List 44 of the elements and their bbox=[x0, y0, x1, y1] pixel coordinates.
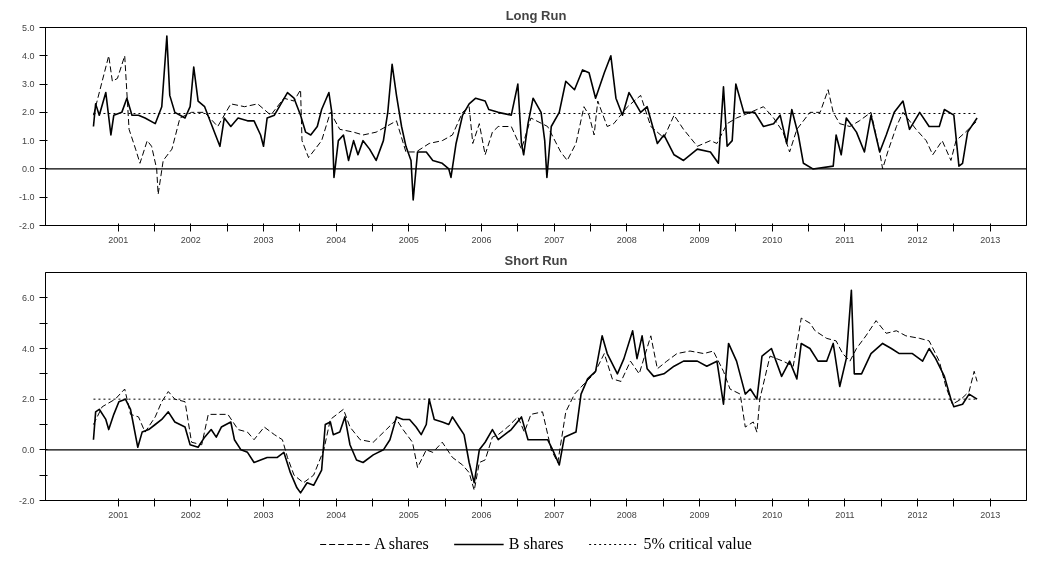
x-tick-label: 2001 bbox=[108, 509, 129, 520]
y-tick-label: 0.0 bbox=[21, 444, 35, 455]
y-tick-label: 4.0 bbox=[21, 50, 35, 61]
x-tick-label: 2013 bbox=[980, 509, 1001, 520]
y-tick-label: 5.0 bbox=[21, 22, 35, 33]
y-tick-label: 0.0 bbox=[21, 163, 35, 174]
x-tick-label: 2011 bbox=[835, 234, 855, 245]
x-tick-label: 2004 bbox=[326, 234, 347, 245]
x-tick-label: 2013 bbox=[980, 234, 1001, 245]
x-tick-label: 2011 bbox=[835, 509, 855, 520]
x-tick-label: 2006 bbox=[471, 509, 492, 520]
x-tick-label: 2009 bbox=[689, 234, 710, 245]
legend-label: A shares bbox=[374, 535, 429, 553]
x-tick-label: 2007 bbox=[544, 509, 565, 520]
x-tick-label: 2005 bbox=[398, 509, 419, 520]
y-tick-label: 2.0 bbox=[21, 394, 35, 405]
x-tick-label: 2008 bbox=[616, 509, 637, 520]
x-tick-label: 2012 bbox=[907, 234, 928, 245]
y-tick-label: 1.0 bbox=[21, 135, 35, 146]
y-tick-label: 3.0 bbox=[21, 79, 35, 90]
legend-label: B shares bbox=[508, 535, 564, 553]
legend-label: 5% critical value bbox=[643, 535, 752, 553]
x-tick-label: 2004 bbox=[326, 509, 347, 520]
x-tick-label: 2001 bbox=[108, 234, 129, 245]
x-tick-label: 2006 bbox=[471, 234, 492, 245]
x-tick-label: 2003 bbox=[253, 234, 274, 245]
x-tick-label: 2010 bbox=[762, 509, 783, 520]
y-tick-label: -2.0 bbox=[18, 220, 35, 231]
chart-title: Long Run bbox=[505, 7, 567, 23]
y-tick-label: -1.0 bbox=[18, 192, 35, 203]
x-tick-label: 2008 bbox=[616, 234, 637, 245]
y-tick-label: 4.0 bbox=[21, 343, 35, 354]
y-tick-label: 6.0 bbox=[21, 292, 35, 303]
x-tick-label: 2002 bbox=[180, 509, 201, 520]
x-tick-label: 2007 bbox=[544, 234, 565, 245]
x-tick-label: 2003 bbox=[253, 509, 274, 520]
x-tick-label: 2005 bbox=[398, 234, 419, 245]
x-tick-label: 2012 bbox=[907, 509, 928, 520]
y-tick-label: -2.0 bbox=[18, 495, 35, 506]
x-tick-label: 2009 bbox=[689, 509, 710, 520]
x-tick-label: 2010 bbox=[762, 234, 783, 245]
x-tick-label: 2002 bbox=[180, 234, 201, 245]
y-tick-label: 2.0 bbox=[21, 107, 35, 118]
chart-title: Short Run bbox=[504, 252, 568, 268]
